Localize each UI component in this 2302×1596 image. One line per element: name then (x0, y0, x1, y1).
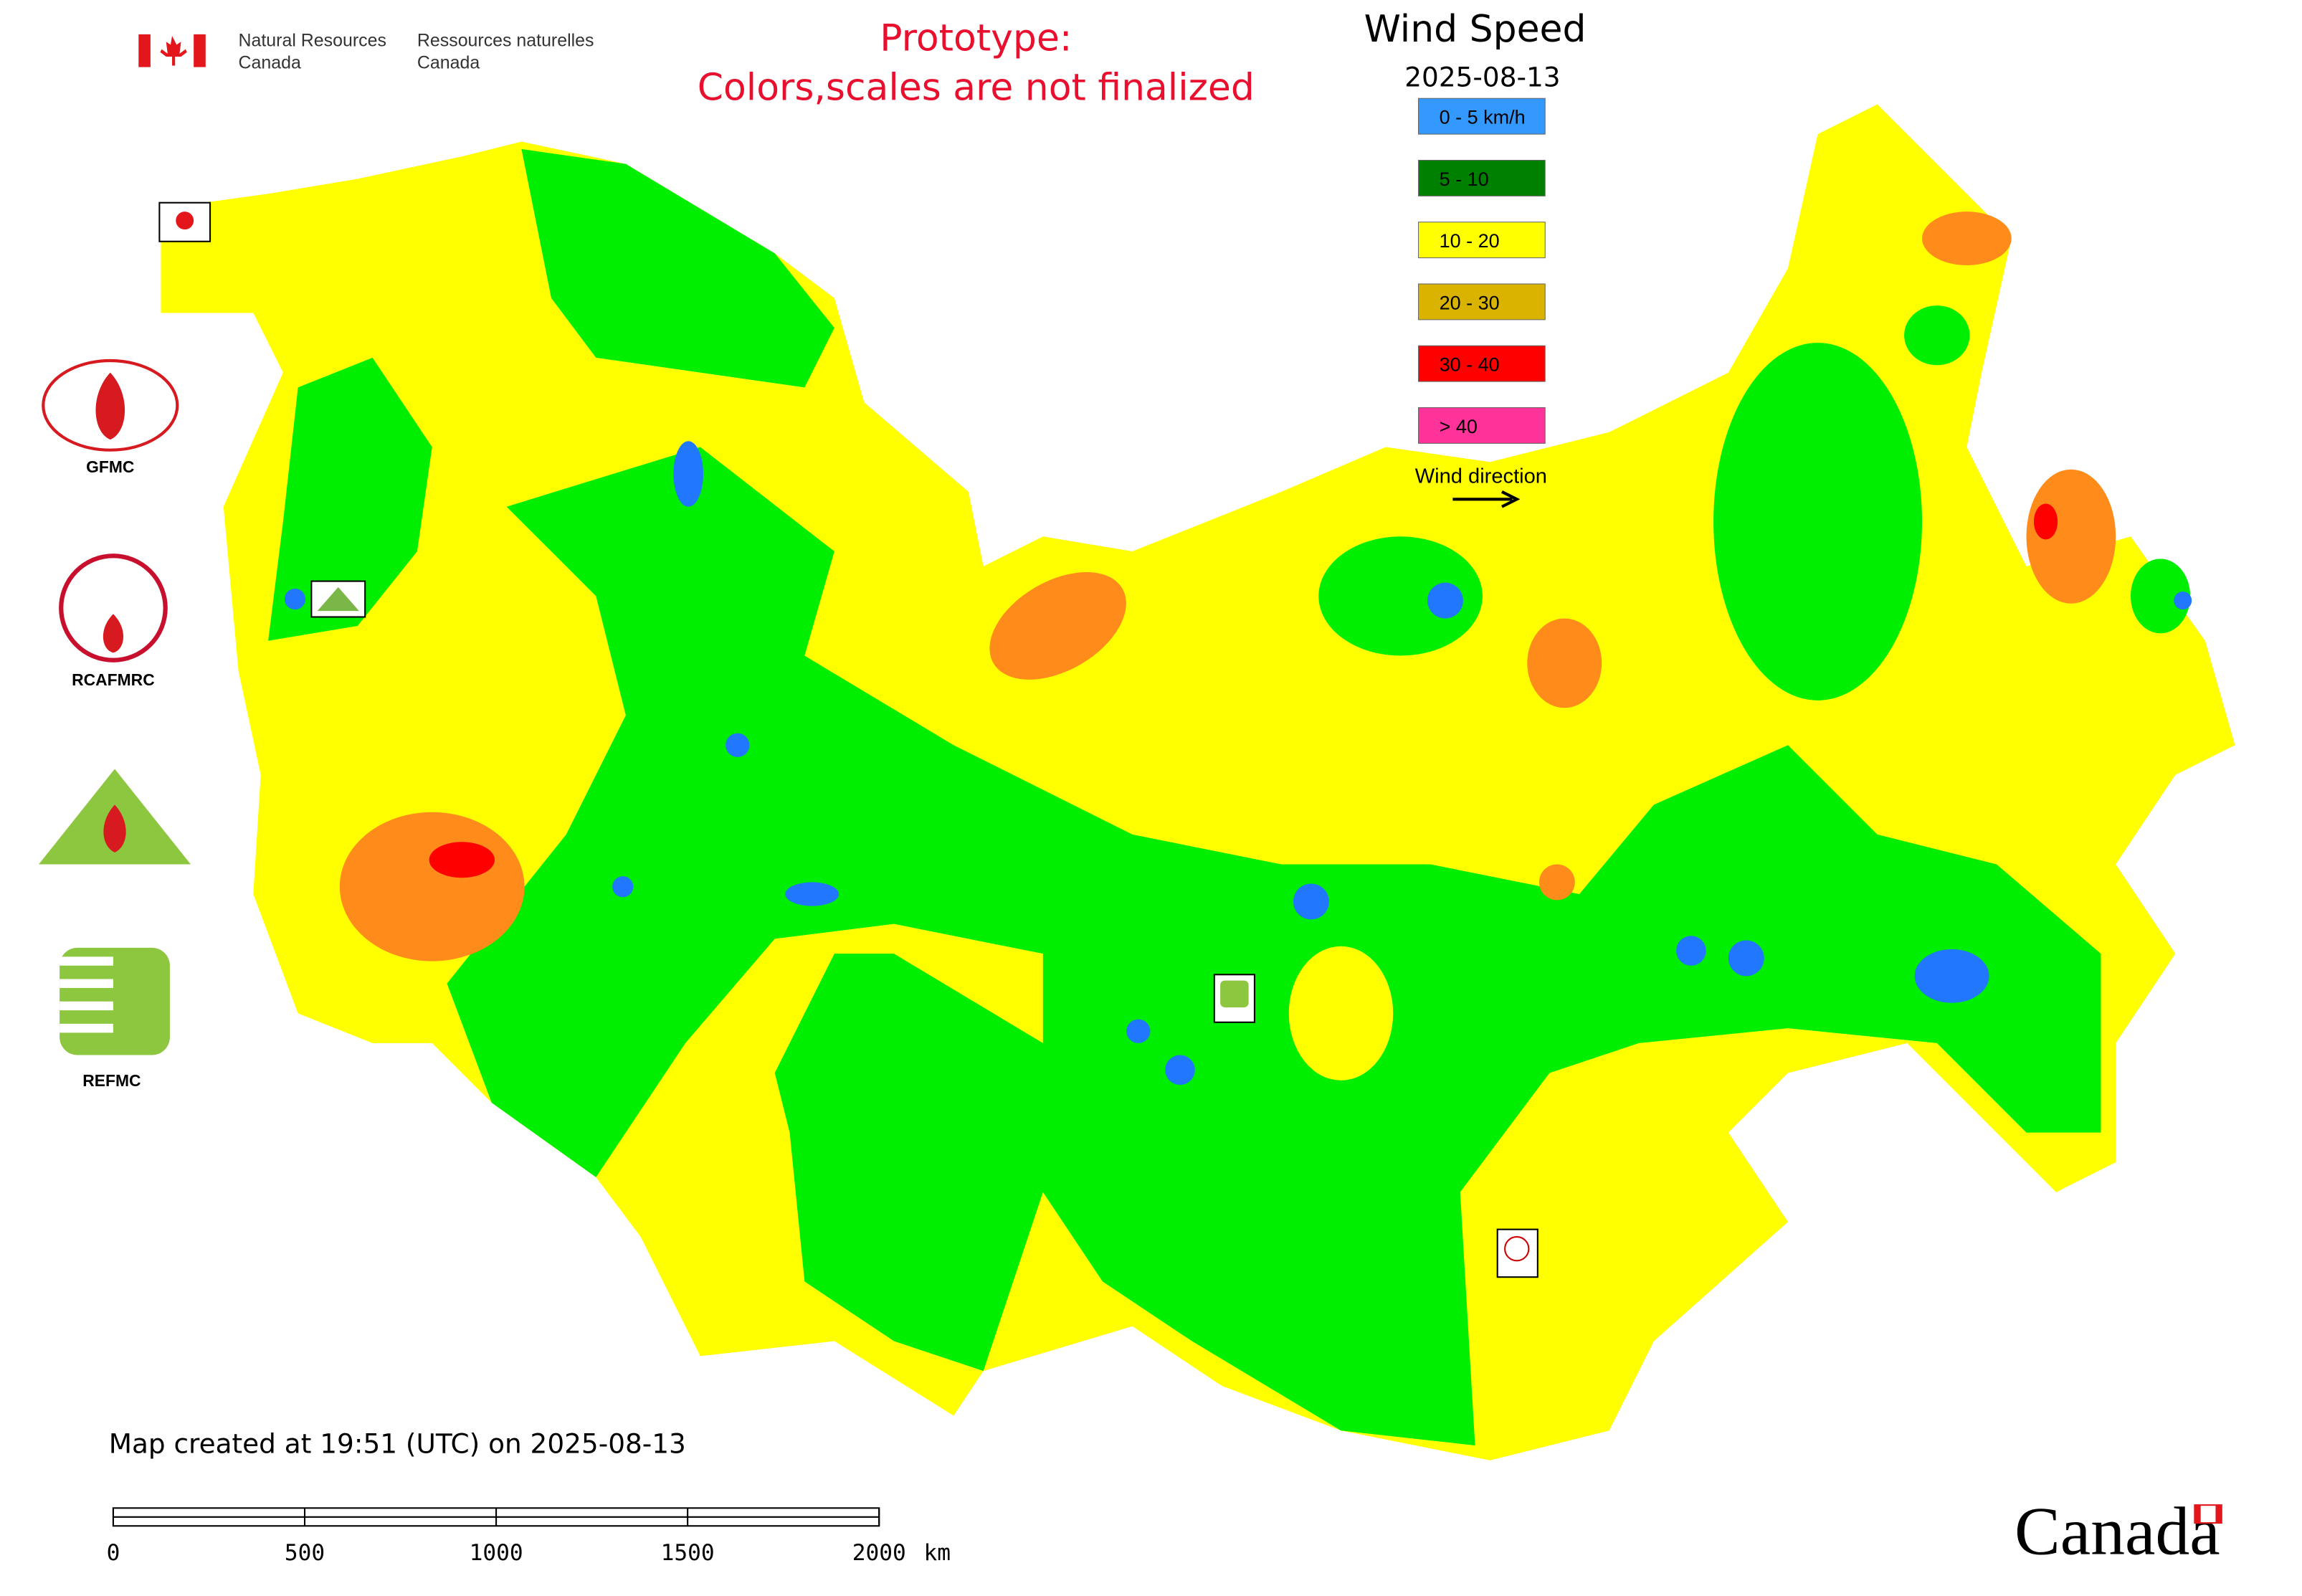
wind-zone-orange (2026, 469, 2116, 604)
wind-zone-orange (1538, 864, 1575, 901)
created-note: Map created at 19:51 (UTC) on 2025-08-13 (109, 1428, 686, 1459)
wordmark-flag-bar (2215, 1505, 2222, 1524)
scale-tick-label: 1500 (661, 1540, 715, 1566)
station-icon-mark (1220, 980, 1249, 1008)
legend-swatch (1418, 283, 1546, 320)
legend-swatch (1418, 345, 1546, 382)
calm-spot (612, 876, 634, 898)
canada-wordmark: Canada (2015, 1493, 2220, 1569)
logo-gfmc-flame (95, 372, 125, 440)
scale-tick-label: 500 (285, 1540, 325, 1566)
station-icon-mark (1504, 1236, 1530, 1262)
wind-zone-green (447, 447, 2101, 1446)
wind-zone-orange (1527, 618, 1602, 708)
logo-label: RCAFMRC (72, 670, 155, 689)
calm-spot (284, 588, 306, 610)
wind-zone-green (1713, 343, 1923, 700)
calm-spot (1728, 940, 1764, 977)
wind-zone-green (1318, 536, 1483, 656)
dept-fr: Canada (417, 53, 480, 73)
logo-rcafmrc-flame (103, 614, 124, 653)
maple-leaf (160, 35, 187, 66)
legend-label: > 40 (1440, 416, 1478, 437)
dept-en: Canada (239, 53, 301, 73)
wind-zone-yellow (1288, 946, 1394, 1080)
legend-label: 5 - 10 (1440, 168, 1489, 190)
legend-date: 2025-08-13 (1404, 62, 1560, 93)
calm-spot (785, 882, 840, 906)
land-base (161, 104, 2235, 1460)
logo-refmc-stripes (60, 956, 113, 1033)
partner-logos: GFMC RCAFMRC REFMC (39, 358, 191, 1090)
calm-spot (1427, 582, 1463, 619)
scale-tick-label: 0 (107, 1540, 120, 1566)
map-area (158, 104, 2235, 1460)
flag-bar (138, 34, 151, 67)
wind-zone-red (2033, 503, 2058, 540)
wordmark-flag-bar (2194, 1505, 2201, 1524)
logo-label: GFMC (86, 457, 134, 476)
legend-label: 30 - 40 (1440, 354, 1500, 376)
legend-swatch (1418, 407, 1546, 444)
legend-title: Wind Speed (1364, 8, 1587, 51)
scale-unit: km (924, 1540, 951, 1566)
wind-zone-green (521, 148, 834, 388)
legend-swatch (1418, 222, 1546, 259)
calm-spot (2174, 592, 2192, 610)
dept-fr: Ressources naturelles (417, 30, 594, 50)
calm-spots (284, 441, 2192, 1086)
direction-arrow (1452, 490, 1521, 508)
wind-zone-orange (1922, 212, 2012, 266)
wind-zone-green (268, 357, 432, 641)
legend-label: 0 - 5 km/h (1440, 107, 1526, 128)
calm-spot (1165, 1055, 1195, 1086)
dept-en: Natural Resources (239, 30, 386, 50)
logo-reefmc-flame (103, 804, 126, 852)
notice: Colors,scales are not finalized (698, 66, 1255, 109)
wind-zone-red (429, 842, 495, 878)
logo-label: REFMC (82, 1071, 141, 1090)
calm-spot (1914, 949, 1989, 1003)
scale-tick-label: 1000 (470, 1540, 523, 1566)
wind-zone-green (2130, 559, 2191, 634)
header: Natural Resources Canada Ressources natu… (138, 17, 1255, 109)
calm-spot (726, 733, 750, 757)
flag-bar (194, 34, 206, 67)
calm-spot (1293, 883, 1329, 920)
station-icon-mark (317, 586, 359, 612)
legend-swatch (1418, 159, 1546, 196)
scale-tick-label: 2000 (852, 1540, 906, 1566)
calm-spot (673, 441, 703, 507)
notice: Prototype: (880, 17, 1072, 60)
logo-rcafmrc (59, 554, 168, 662)
legend-swatch (1418, 98, 1546, 135)
wind-zone-green (1904, 305, 1970, 366)
station-icon-mark (176, 212, 194, 230)
wind-zone-orange (989, 572, 1126, 680)
legend-direction-label: Wind direction (1415, 465, 1547, 488)
wind-zone-orange (339, 812, 525, 961)
legend-label: 10 - 20 (1440, 230, 1500, 252)
calm-spot (1676, 936, 1706, 966)
legend: Wind Speed 2025-08-13 Wind direction 0 -… (1364, 8, 1587, 508)
calm-spot (1126, 1019, 1151, 1043)
legend-label: 20 - 30 (1440, 292, 1500, 313)
footer: Map created at 19:51 (UTC) on 2025-08-13… (107, 1428, 2222, 1569)
